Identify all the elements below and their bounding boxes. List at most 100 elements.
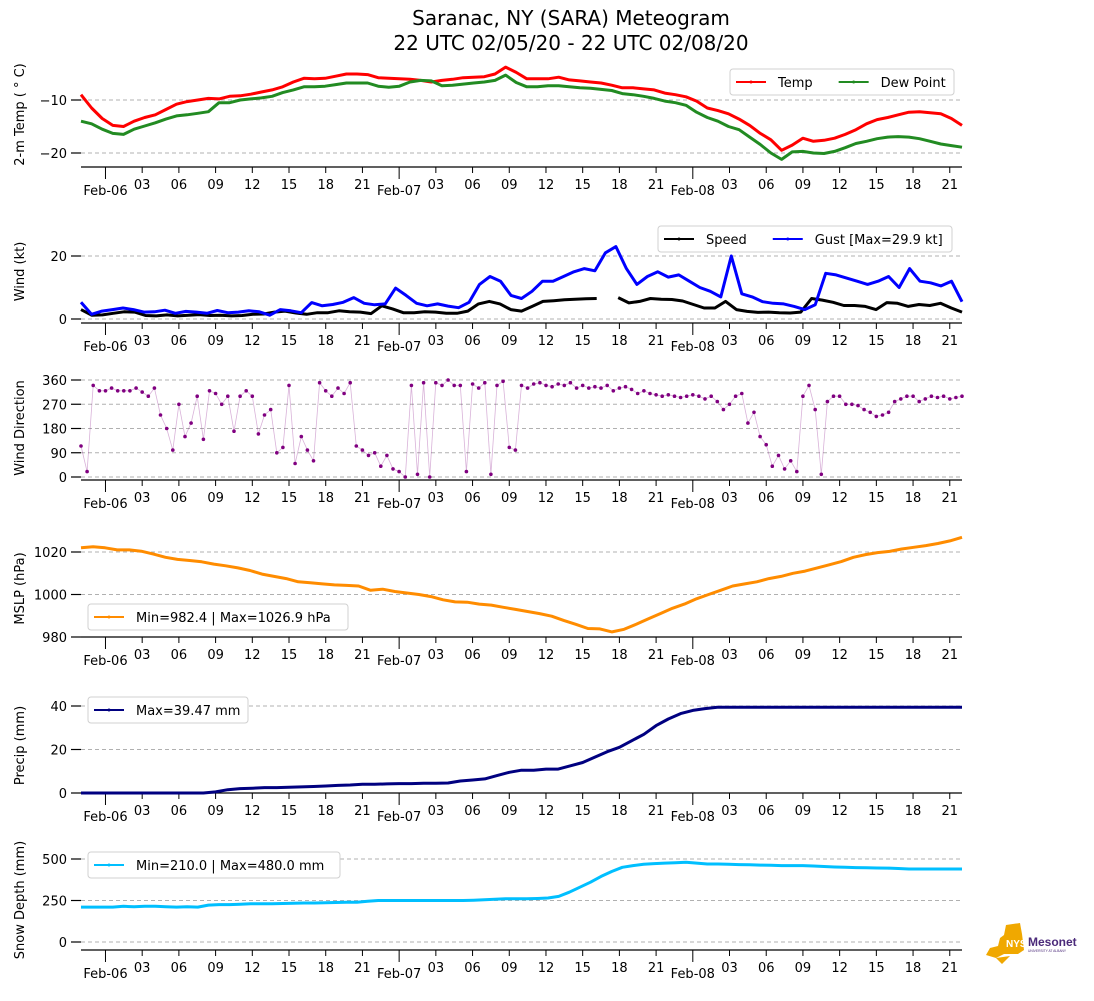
wind_direction-point — [892, 399, 897, 404]
wind-xtick-label: 12 — [538, 334, 555, 349]
wind_direction-point — [788, 459, 793, 463]
wind_direction-point — [611, 389, 616, 393]
temp-series-dew-point — [80, 73, 963, 161]
snow_depth-xtick-label: 12 — [244, 961, 261, 976]
wind_direction-point — [801, 394, 805, 399]
wind_direction-xtick-label: 09 — [795, 491, 812, 506]
wind_direction-point — [672, 394, 677, 399]
mslp-xtick-label: 12 — [244, 648, 261, 663]
snow_depth-legend-marker — [107, 863, 111, 867]
wind_direction-point — [629, 387, 634, 392]
temp-xtick-label: 06 — [464, 178, 481, 193]
wind_direction-point — [648, 391, 652, 396]
mslp-xtick-label: 18 — [905, 648, 922, 663]
wind_direction-xtick-label: 12 — [538, 491, 555, 506]
mslp-xtick-label: 12 — [538, 648, 555, 663]
wind_direction-point — [238, 394, 242, 399]
precip-xtick-label: 18 — [611, 804, 628, 819]
mslp-xtick-label: 15 — [574, 648, 591, 663]
snow_depth-xtick-label: 21 — [648, 961, 665, 976]
wind_direction-point — [268, 407, 273, 412]
mslp-xtick-label: Feb-08 — [671, 654, 715, 669]
precip-legend-marker — [107, 708, 111, 712]
snow_depth-xtick-label: Feb-07 — [377, 967, 421, 982]
precip-xtick-label: Feb-07 — [377, 810, 421, 825]
precip-xtick-label: 21 — [941, 804, 958, 819]
snow_depth-xtick-label: 09 — [501, 961, 518, 976]
precip-xtick-label: 03 — [134, 804, 151, 819]
wind_direction-point — [262, 413, 267, 417]
wind_direction-point — [580, 383, 585, 388]
precip-xtick-label: 12 — [244, 804, 261, 819]
wind_direction-point — [379, 464, 383, 469]
wind_direction-point — [311, 459, 316, 463]
temp-ytick-label: −10 — [40, 94, 67, 109]
temp-series-temp — [79, 65, 963, 152]
logo-nys-text: NYS — [1006, 939, 1027, 950]
wind_direction-point — [960, 394, 964, 399]
wind_direction-point — [470, 382, 475, 386]
chart-title-line2: 22 UTC 02/05/20 - 22 UTC 02/08/20 — [393, 31, 749, 55]
wind-xtick-label: 09 — [795, 334, 812, 349]
mslp-xtick-label: 12 — [831, 648, 848, 663]
wind-xtick-label: Feb-07 — [377, 340, 421, 355]
precip-xtick-label: 06 — [171, 804, 188, 819]
wind_direction-xtick-label: Feb-06 — [83, 497, 127, 512]
wind_direction-point — [703, 397, 707, 401]
wind_direction-point — [189, 421, 193, 425]
wind_direction-point — [317, 380, 322, 385]
mslp-xtick-label: 21 — [941, 648, 958, 663]
wind_direction-point — [941, 394, 946, 399]
wind_direction-ytick-label: 180 — [42, 423, 67, 438]
nys-mesonet-logo: NYS Mesonet UNIVERSITY AT ALBANY — [986, 923, 1077, 964]
wind_direction-point — [764, 442, 768, 447]
wind_direction-point — [899, 397, 903, 401]
wind-xtick-label: 03 — [721, 334, 738, 349]
snow_depth-ylabel: Snow Depth (mm) — [13, 841, 28, 959]
wind_direction-point — [666, 393, 671, 397]
snow_depth-xtick-label: 06 — [171, 961, 188, 976]
wind_direction-point — [287, 383, 291, 388]
mslp-xtick-label: 06 — [464, 648, 481, 663]
wind_direction-xtick-label: 18 — [317, 491, 334, 506]
wind_direction-point — [415, 472, 420, 477]
temp-legend-label: Temp — [777, 76, 813, 91]
wind_direction-point — [538, 380, 542, 385]
wind_direction-point — [207, 389, 212, 393]
wind-xtick-label: 15 — [281, 334, 298, 349]
wind_direction-point — [954, 395, 958, 400]
wind-legend — [657, 225, 953, 253]
temp-xtick-label: Feb-08 — [671, 184, 715, 199]
wind_direction-point — [305, 448, 310, 452]
wind_direction-point — [446, 378, 450, 382]
snow_depth-xtick-label: 21 — [941, 961, 958, 976]
precip-ytick-label: 20 — [50, 744, 67, 759]
wind_direction-point — [501, 379, 505, 384]
mslp-legend-label: Min=982.4 | Max=1026.9 hPa — [136, 611, 331, 626]
temp-xtick-label: 15 — [574, 178, 591, 193]
mslp-xtick-label: Feb-07 — [377, 654, 421, 669]
temp-ylabel: 2-m Temp ( ° C) — [13, 63, 28, 166]
wind_direction-point — [330, 394, 334, 399]
wind_direction-point — [795, 469, 799, 474]
wind-xtick-label: Feb-06 — [83, 340, 127, 355]
precip-xtick-label: Feb-06 — [83, 810, 127, 825]
temp-xtick-label: 12 — [831, 178, 848, 193]
temp-xtick-label: 09 — [795, 178, 812, 193]
wind_direction-point — [599, 386, 603, 390]
wind_direction-point — [85, 469, 89, 474]
wind_direction-point — [354, 444, 359, 448]
wind_direction-point — [158, 413, 163, 417]
snow_depth-xtick-label: 15 — [868, 961, 885, 976]
wind_direction-point — [862, 407, 866, 412]
wind_direction-xtick-label: 09 — [207, 491, 224, 506]
wind_direction-point — [348, 380, 353, 385]
mslp-ylabel: MSLP (hPa) — [13, 552, 28, 624]
precip-xtick-label: 09 — [207, 804, 224, 819]
wind_direction-point — [164, 426, 169, 431]
wind_direction-xtick-label: 18 — [905, 491, 922, 506]
wind_direction-point — [177, 402, 181, 407]
wind_direction-xtick-label: 03 — [134, 491, 151, 506]
wind_direction-xtick-label: 15 — [281, 491, 298, 506]
precip-ytick-label: 40 — [50, 700, 67, 715]
